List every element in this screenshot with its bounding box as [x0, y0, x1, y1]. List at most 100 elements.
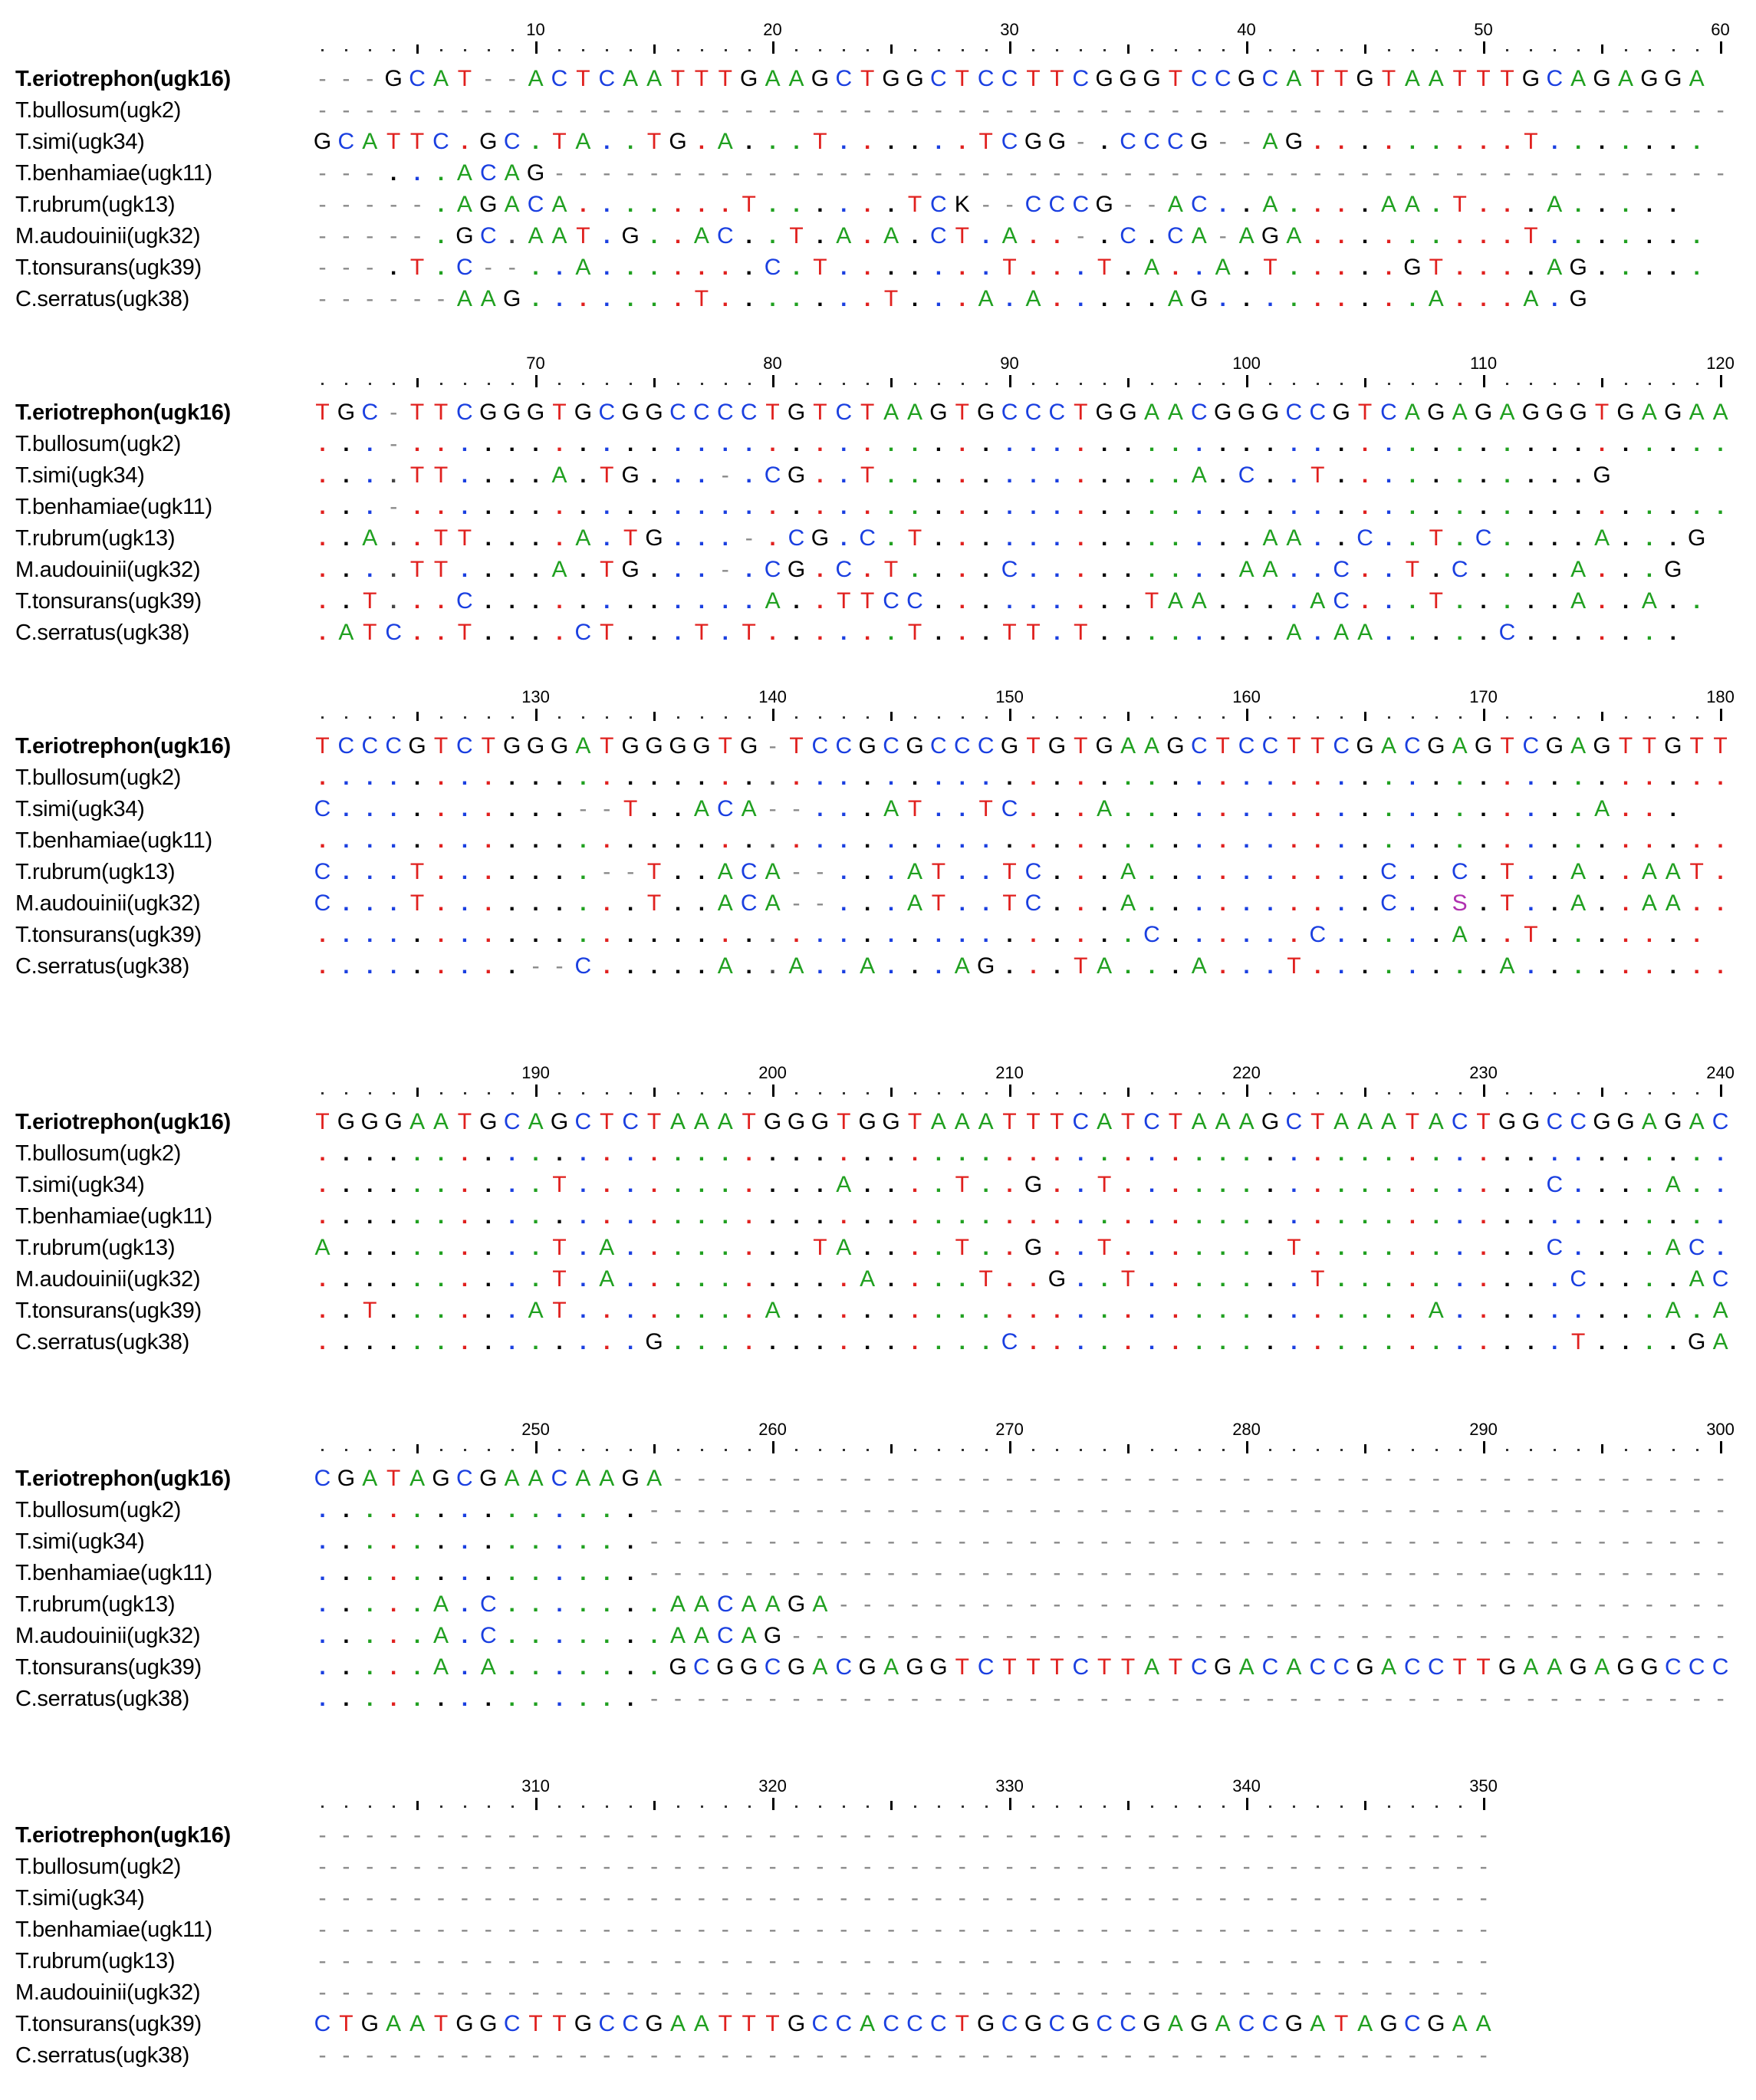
- residue-cell: .: [1669, 255, 1676, 280]
- residue-cell: .: [556, 1329, 563, 1354]
- residue-cell: -: [318, 1885, 327, 1911]
- residue-cell: -: [958, 1466, 966, 1491]
- residue-cell: .: [1314, 1203, 1321, 1229]
- residue-cell: .: [1361, 129, 1369, 154]
- residue-cell: -: [1479, 1854, 1488, 1879]
- residue-cell: -: [1242, 1497, 1251, 1522]
- residue-cell: .: [1006, 922, 1013, 947]
- residue-cell: .: [1527, 255, 1534, 280]
- residue-cell: G: [669, 129, 687, 154]
- residue-cell: .: [864, 557, 871, 582]
- ruler-tick: [1008, 1085, 1011, 1097]
- residue-cell: .: [1195, 494, 1202, 519]
- residue-cell: G: [1593, 1109, 1611, 1134]
- residue-cell: T: [978, 796, 993, 821]
- residue-cell: G: [1237, 400, 1256, 425]
- residue-cell: .: [627, 192, 634, 217]
- residue-cell: -: [1385, 1686, 1393, 1711]
- ruler-label: 20: [763, 20, 782, 39]
- residue-cell: -: [1053, 160, 1061, 186]
- residue-cell: -: [863, 1529, 872, 1554]
- residue-cell: -: [1195, 1623, 1203, 1648]
- ruler-dot: [345, 1092, 348, 1094]
- residue-cell: .: [1219, 557, 1226, 582]
- residue-cell: .: [343, 1591, 350, 1617]
- residue-cell: .: [793, 1141, 800, 1166]
- ruler-dot: [1506, 716, 1509, 719]
- residue-cell: .: [650, 953, 658, 979]
- ruler-dot: [1317, 49, 1320, 51]
- residue-cell: .: [1361, 557, 1369, 582]
- residue-cell: .: [367, 1686, 373, 1711]
- ruler-dot: [819, 1449, 822, 1451]
- residue-cell: .: [722, 922, 728, 947]
- residue-cell: A: [575, 525, 591, 551]
- ruler-tick-minor: [890, 712, 893, 721]
- residue-cell: .: [1480, 192, 1487, 217]
- residue-cell: .: [1314, 525, 1321, 551]
- residue-cell: -: [840, 1591, 848, 1617]
- residue-cell: .: [390, 1203, 397, 1229]
- residue-cell: .: [1669, 588, 1676, 614]
- ruler-dot: [558, 716, 561, 719]
- residue-cell: C: [859, 525, 876, 551]
- residue-cell: .: [1101, 557, 1108, 582]
- residue-cell: G: [1593, 733, 1611, 759]
- residue-cell: .: [1291, 1298, 1297, 1323]
- ruler-dot: [1530, 49, 1533, 51]
- residue-cell: .: [508, 859, 515, 884]
- ruler-tick-minor: [1601, 1088, 1604, 1097]
- residue-cell: -: [934, 1980, 942, 2005]
- ruler-dot: [1435, 1092, 1438, 1094]
- residue-cell: A: [669, 1591, 686, 1617]
- residue-cell: A: [551, 557, 567, 582]
- residue-cell: A: [551, 223, 567, 249]
- residue-cell: -: [674, 1948, 682, 1973]
- residue-cell: -: [1622, 160, 1629, 186]
- residue-cell: -: [792, 1822, 801, 1848]
- residue-cell: .: [1432, 557, 1439, 582]
- residue-cell: .: [935, 462, 942, 488]
- residue-cell: -: [863, 2042, 872, 2068]
- residue-cell: -: [342, 2042, 350, 2068]
- residue-cell: -: [1005, 1529, 1014, 1554]
- ruler-dot: [558, 383, 561, 385]
- residue-cell: .: [1598, 1266, 1606, 1292]
- residue-cell: -: [1455, 1686, 1464, 1711]
- residue-cell: .: [1432, 431, 1439, 456]
- residue-cell: .: [935, 1298, 942, 1323]
- residue-cell: .: [390, 859, 397, 884]
- residue-cell: A: [693, 223, 709, 249]
- residue-cell: .: [650, 1141, 658, 1166]
- residue-cell: .: [508, 765, 515, 790]
- residue-cell: T: [955, 1235, 969, 1260]
- ruler-tick: [771, 709, 774, 721]
- residue-cell: .: [1504, 588, 1511, 614]
- residue-cell: .: [1575, 1172, 1582, 1197]
- ruler-dot: [1317, 1092, 1320, 1094]
- residue-cell: -: [792, 1854, 801, 1879]
- ruler-dot: [1269, 1805, 1272, 1808]
- residue-cell: C: [314, 796, 331, 821]
- residue-cell: C: [1309, 400, 1327, 425]
- residue-cell: .: [817, 765, 824, 790]
- taxon-label: T.simi(ugk34): [15, 463, 145, 488]
- residue-cell: -: [1361, 1822, 1370, 1848]
- ruler-dot: [558, 1092, 561, 1094]
- residue-cell: .: [769, 828, 776, 853]
- residue-cell: .: [461, 796, 469, 821]
- ruler-dot: [1530, 383, 1533, 385]
- residue-cell: .: [343, 431, 350, 456]
- ruler-dot: [1577, 1092, 1580, 1094]
- residue-cell: .: [722, 1298, 728, 1323]
- residue-cell: .: [1077, 1235, 1084, 1260]
- residue-cell: .: [1575, 462, 1582, 488]
- ruler-dot: [1435, 1805, 1438, 1808]
- residue-cell: .: [1669, 620, 1676, 645]
- residue-cell: -: [1053, 1917, 1061, 1942]
- ruler-tick: [1482, 1798, 1485, 1810]
- residue-cell: -: [792, 1948, 801, 1973]
- residue-cell: .: [864, 223, 871, 249]
- residue-cell: -: [697, 1529, 705, 1554]
- residue-cell: -: [413, 1822, 422, 1848]
